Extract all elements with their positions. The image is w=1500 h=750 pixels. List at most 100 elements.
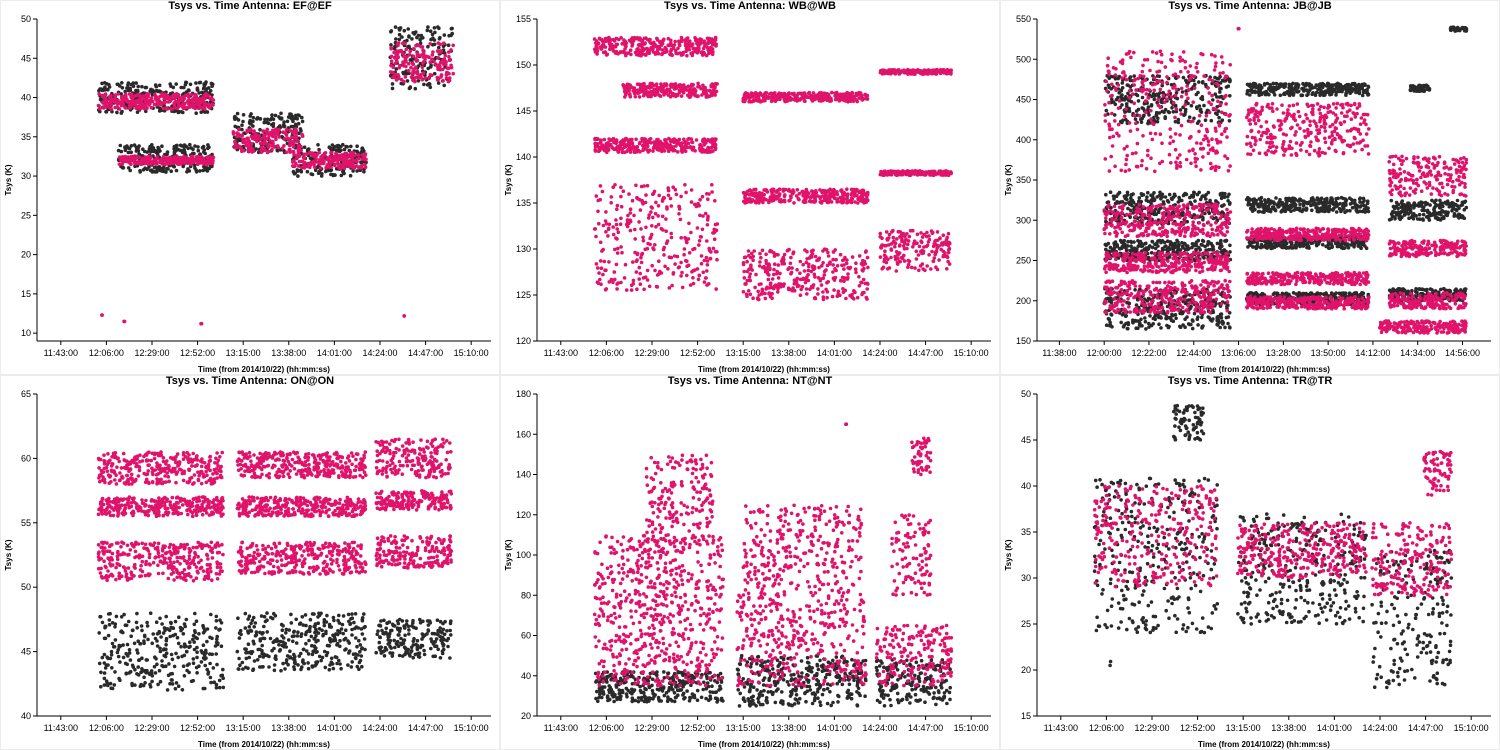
data-point bbox=[760, 288, 765, 293]
data-point bbox=[197, 157, 201, 161]
data-point bbox=[355, 149, 359, 154]
data-point bbox=[277, 135, 282, 139]
data-point bbox=[658, 40, 663, 45]
data-point bbox=[428, 29, 433, 33]
data-point bbox=[624, 53, 628, 58]
data-point bbox=[447, 50, 451, 54]
data-point bbox=[758, 196, 763, 201]
data-point bbox=[297, 113, 301, 118]
data-point bbox=[746, 289, 751, 293]
data-points bbox=[592, 35, 953, 302]
data-point bbox=[100, 81, 104, 86]
data-point bbox=[302, 145, 307, 149]
data-point bbox=[659, 82, 663, 86]
data-point bbox=[821, 249, 825, 253]
data-point bbox=[152, 160, 156, 164]
data-point bbox=[145, 150, 149, 154]
data-point bbox=[161, 154, 166, 159]
data-point bbox=[883, 249, 887, 253]
data-point bbox=[948, 70, 953, 74]
data-point bbox=[176, 110, 181, 115]
data-point bbox=[821, 194, 825, 198]
data-point bbox=[832, 188, 836, 193]
data-point bbox=[694, 138, 699, 142]
data-point bbox=[902, 259, 907, 263]
data-point bbox=[241, 119, 245, 124]
data-point bbox=[618, 140, 623, 145]
data-point bbox=[705, 36, 710, 41]
data-point bbox=[626, 213, 630, 218]
data-point bbox=[136, 149, 141, 153]
data-point bbox=[766, 277, 771, 282]
chart-title: Tsys vs. Time Antenna: WB@WB bbox=[664, 1, 836, 12]
data-point bbox=[691, 276, 695, 280]
data-point bbox=[405, 79, 410, 83]
data-point bbox=[279, 116, 284, 120]
data-point bbox=[922, 232, 926, 237]
data-point bbox=[632, 213, 636, 218]
data-point bbox=[763, 91, 768, 95]
data-point bbox=[859, 199, 864, 203]
data-point bbox=[118, 84, 122, 88]
data-point bbox=[895, 262, 900, 266]
x-axis-label: Time (from 2014/10/22) (hh:mm:ss) bbox=[698, 365, 830, 374]
data-point bbox=[676, 150, 680, 154]
data-point bbox=[178, 155, 183, 160]
data-point bbox=[118, 155, 122, 159]
data-point bbox=[898, 243, 902, 247]
data-point bbox=[353, 153, 357, 157]
data-point bbox=[313, 168, 318, 172]
data-point bbox=[444, 60, 448, 64]
data-point bbox=[806, 278, 811, 283]
data-point bbox=[427, 76, 432, 81]
data-point bbox=[939, 169, 944, 174]
data-point bbox=[157, 106, 162, 110]
data-point bbox=[593, 227, 598, 231]
data-point bbox=[805, 292, 809, 296]
data-point bbox=[650, 263, 654, 268]
data-point bbox=[604, 210, 608, 214]
data-point bbox=[641, 148, 645, 152]
data-point bbox=[865, 192, 870, 197]
data-point bbox=[743, 282, 747, 286]
data-point bbox=[920, 262, 925, 266]
data-point bbox=[864, 197, 869, 202]
data-point bbox=[639, 255, 643, 260]
x-tick-label: 12:06:00 bbox=[589, 348, 624, 358]
data-point bbox=[842, 279, 846, 284]
data-point bbox=[236, 134, 240, 139]
data-point bbox=[863, 200, 868, 205]
data-point bbox=[637, 265, 642, 270]
data-point bbox=[359, 166, 364, 170]
data-point bbox=[878, 235, 882, 239]
data-point bbox=[688, 95, 692, 99]
data-point bbox=[310, 154, 315, 158]
data-point bbox=[749, 251, 754, 256]
data-point bbox=[141, 168, 146, 172]
data-point bbox=[181, 155, 186, 159]
data-point bbox=[305, 169, 310, 174]
data-point bbox=[907, 234, 912, 239]
data-point bbox=[675, 254, 680, 259]
data-point bbox=[342, 171, 346, 176]
data-point bbox=[671, 272, 676, 276]
data-point bbox=[845, 92, 850, 96]
data-point bbox=[642, 142, 647, 146]
data-point bbox=[125, 97, 129, 102]
data-point bbox=[656, 214, 660, 218]
data-point bbox=[778, 271, 782, 276]
data-point bbox=[120, 81, 124, 85]
data-point bbox=[891, 69, 896, 74]
y-tick-label: 140 bbox=[516, 152, 531, 162]
data-point bbox=[808, 287, 812, 292]
data-point bbox=[911, 245, 915, 249]
data-point bbox=[656, 145, 661, 150]
data-point bbox=[878, 255, 883, 259]
data-point bbox=[636, 53, 640, 57]
data-point bbox=[768, 267, 772, 272]
data-point bbox=[118, 100, 123, 105]
data-point bbox=[763, 267, 768, 272]
data-point bbox=[153, 97, 158, 101]
data-point bbox=[602, 137, 607, 142]
data-point bbox=[428, 60, 433, 64]
